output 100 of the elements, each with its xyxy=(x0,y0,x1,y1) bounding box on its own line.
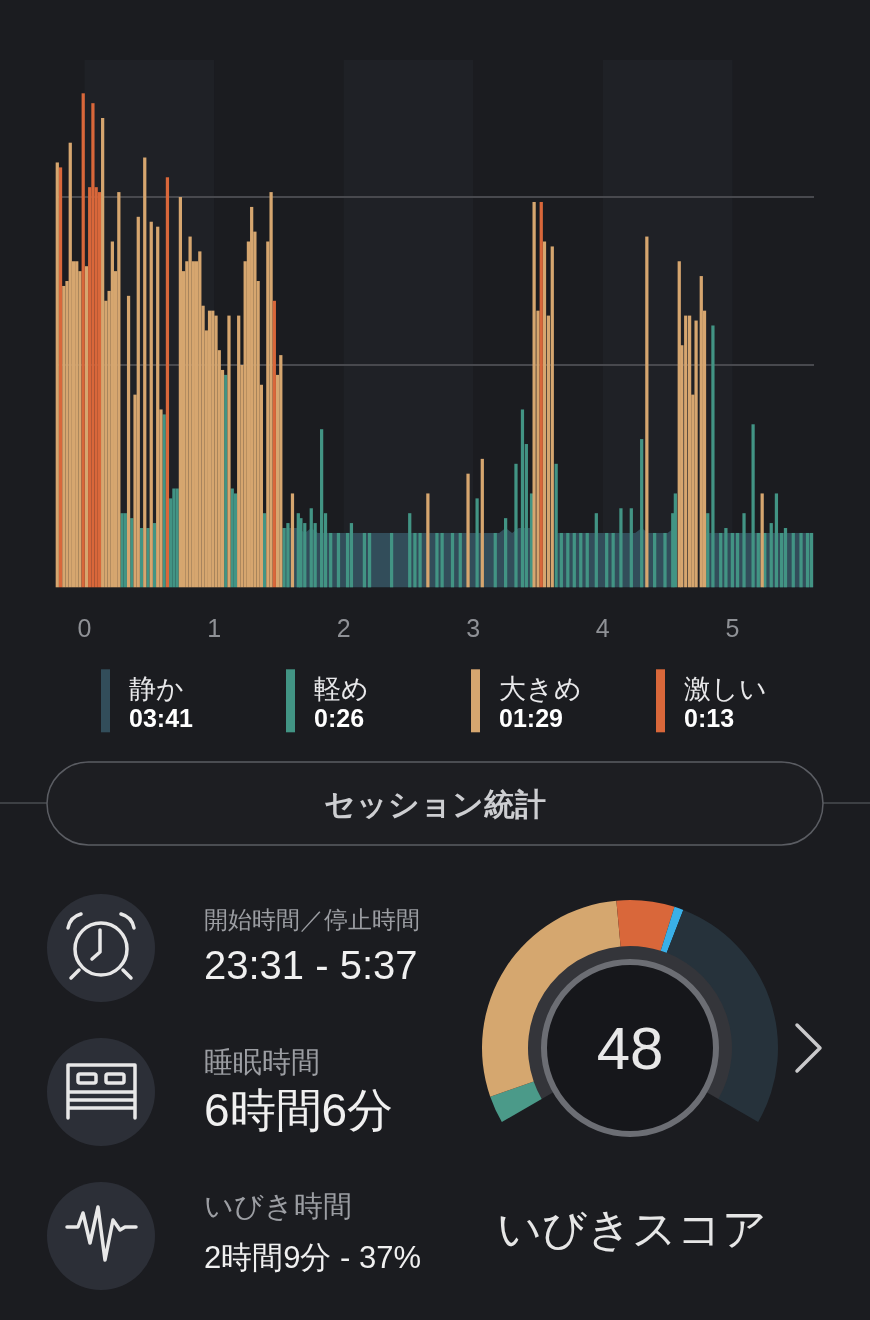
bar xyxy=(566,532,570,588)
bar xyxy=(687,315,692,588)
bar xyxy=(165,177,170,588)
bar xyxy=(230,488,234,588)
bar xyxy=(262,513,267,588)
bar xyxy=(504,518,508,588)
bar xyxy=(605,532,609,588)
bar xyxy=(110,241,114,588)
bar xyxy=(81,93,85,588)
legend-label: 激しい xyxy=(684,674,767,705)
bar xyxy=(68,142,72,588)
bar xyxy=(146,528,150,588)
bar xyxy=(58,167,63,588)
bar xyxy=(349,523,354,588)
bar xyxy=(735,532,740,588)
bar xyxy=(149,221,153,588)
text: 開始時間／停止時間 xyxy=(204,906,420,933)
bar xyxy=(611,532,615,588)
bar xyxy=(779,532,784,588)
bar xyxy=(711,325,715,588)
bar xyxy=(673,493,677,588)
bar xyxy=(211,310,215,588)
bar xyxy=(760,493,764,588)
bar xyxy=(139,528,144,588)
bar xyxy=(554,463,558,588)
bar xyxy=(756,532,760,588)
bar xyxy=(542,241,547,588)
bar xyxy=(188,236,192,588)
bar xyxy=(367,532,372,588)
bar xyxy=(640,439,644,588)
bar xyxy=(663,532,667,588)
x-tick-label: 5 xyxy=(725,614,740,643)
text: 0:13 xyxy=(684,704,735,733)
bar xyxy=(123,513,127,588)
bar xyxy=(198,251,202,588)
bar xyxy=(156,226,160,588)
bar xyxy=(532,201,536,588)
bar xyxy=(585,532,589,588)
bar xyxy=(539,201,543,588)
bar xyxy=(101,118,105,588)
bar xyxy=(559,532,563,588)
bar xyxy=(751,424,755,588)
bar xyxy=(233,493,238,588)
bar xyxy=(774,493,779,588)
x-tick-label: 0 xyxy=(77,614,92,643)
x-tick-label: 3 xyxy=(466,614,481,643)
bar xyxy=(719,532,723,588)
bar xyxy=(799,532,803,588)
bar xyxy=(286,523,290,588)
x-tick-label: 1 xyxy=(207,614,222,643)
bar xyxy=(520,409,525,588)
x-tick-label: 2 xyxy=(336,614,351,643)
bar xyxy=(426,493,430,588)
bar xyxy=(207,310,212,588)
bar xyxy=(178,197,183,588)
bar xyxy=(694,320,698,588)
bar xyxy=(493,532,497,588)
bar xyxy=(475,498,479,588)
bar xyxy=(336,532,341,588)
bar xyxy=(742,513,746,588)
bar xyxy=(805,532,810,588)
bar xyxy=(572,532,576,588)
text: 01:29 xyxy=(499,704,563,733)
bar xyxy=(309,508,313,588)
bar xyxy=(362,532,366,588)
bar xyxy=(791,532,795,588)
text: 03:41 xyxy=(129,704,194,733)
bar xyxy=(706,513,710,588)
bar xyxy=(699,276,703,588)
bar xyxy=(120,513,124,588)
bar xyxy=(769,523,773,588)
bar xyxy=(91,103,95,588)
bar xyxy=(809,532,814,588)
bar xyxy=(237,315,241,588)
legend-label: 軽め xyxy=(314,674,369,705)
bar xyxy=(529,493,534,588)
bar xyxy=(227,315,231,588)
bar xyxy=(214,315,218,588)
bar xyxy=(224,374,228,588)
bar xyxy=(458,532,462,588)
text: いびき時間 xyxy=(204,1190,352,1222)
bar xyxy=(435,532,439,588)
bar xyxy=(162,414,166,588)
text: セッション統計 xyxy=(324,787,546,822)
bar xyxy=(730,532,734,588)
bar xyxy=(320,429,324,588)
text: 0:26 xyxy=(314,704,365,733)
bar xyxy=(130,518,134,588)
bar xyxy=(62,285,66,588)
bar xyxy=(579,532,583,588)
bar xyxy=(480,458,484,588)
bar xyxy=(250,206,254,588)
bar xyxy=(783,528,788,588)
bar xyxy=(389,532,394,588)
bar xyxy=(84,266,89,588)
bar xyxy=(514,463,518,588)
bar xyxy=(619,508,623,588)
x-tick-label: 4 xyxy=(595,614,610,643)
bar xyxy=(126,295,131,588)
text: 23:31 - 5:37 xyxy=(204,943,418,987)
